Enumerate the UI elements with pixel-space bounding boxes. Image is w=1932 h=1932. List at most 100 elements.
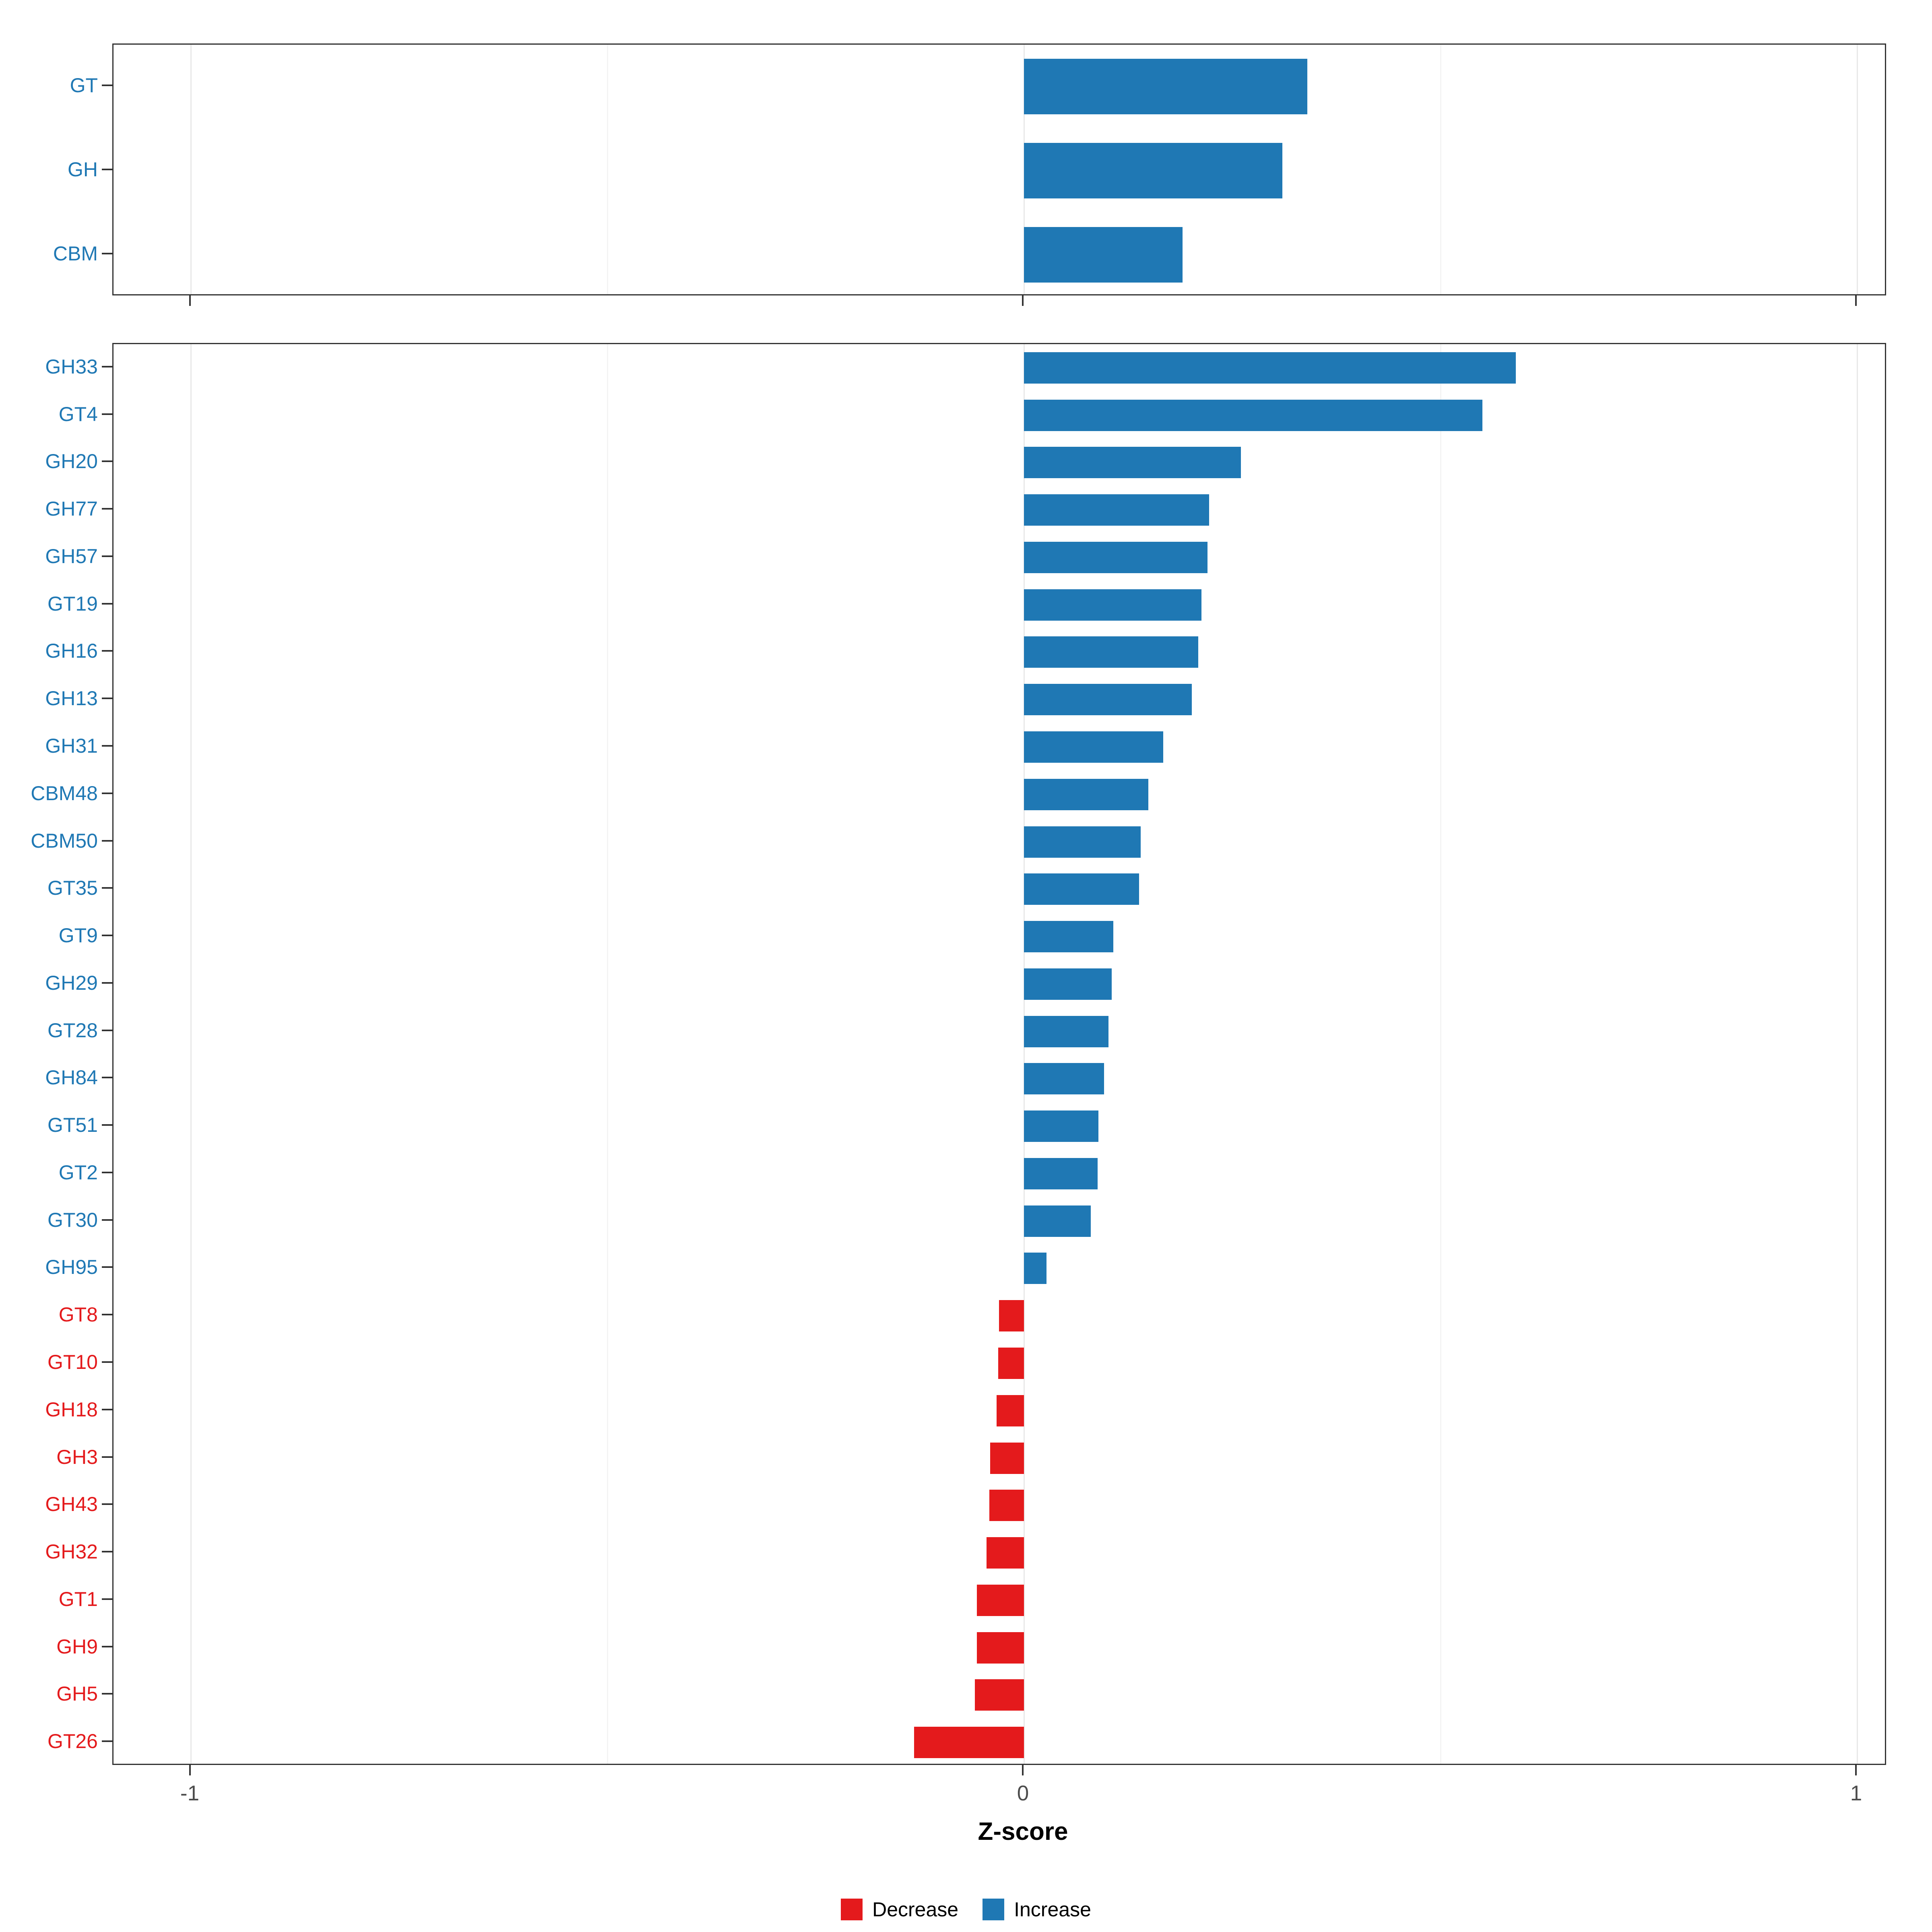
bar-GT8 bbox=[999, 1300, 1024, 1331]
category-tick bbox=[102, 1077, 112, 1078]
minor-gridline bbox=[607, 344, 608, 1764]
category-label-GT35: GT35 bbox=[47, 877, 98, 899]
bar-GT2 bbox=[1024, 1158, 1098, 1189]
bar-CBM48 bbox=[1024, 779, 1148, 810]
legend-label-decrease: Decrease bbox=[872, 1898, 959, 1921]
category-label-GH13: GH13 bbox=[45, 687, 98, 710]
legend-label-increase: Increase bbox=[1014, 1898, 1091, 1921]
category-label-GH57: GH57 bbox=[45, 545, 98, 568]
bar-GH84 bbox=[1024, 1063, 1104, 1094]
bar-GT9 bbox=[1024, 921, 1113, 952]
category-label-GT51: GT51 bbox=[47, 1114, 98, 1136]
category-tick bbox=[102, 887, 112, 889]
category-label-GH29: GH29 bbox=[45, 972, 98, 994]
bar-GH33 bbox=[1024, 352, 1516, 384]
category-label-GT2: GT2 bbox=[58, 1161, 98, 1184]
bar-GH43 bbox=[989, 1490, 1024, 1521]
category-tick bbox=[102, 982, 112, 984]
category-label-GH95: GH95 bbox=[45, 1256, 98, 1278]
increase-swatch-icon bbox=[983, 1899, 1005, 1920]
category-label-GH5: GH5 bbox=[56, 1682, 98, 1705]
major-gridline bbox=[1856, 344, 1858, 1764]
category-label-GH18: GH18 bbox=[45, 1398, 98, 1421]
category-tick bbox=[102, 1314, 112, 1315]
panel-enzyme-classes: GT GH CBM bbox=[0, 43, 1932, 306]
category-tick bbox=[102, 169, 112, 170]
category-label-GH84: GH84 bbox=[45, 1066, 98, 1089]
x-tick-label: -1 bbox=[180, 1781, 200, 1805]
bar-GT26 bbox=[914, 1727, 1024, 1758]
category-tick bbox=[102, 935, 112, 936]
category-tick bbox=[102, 1030, 112, 1031]
bar-GT bbox=[1024, 59, 1308, 114]
category-label-CBM50: CBM50 bbox=[31, 830, 98, 852]
category-tick bbox=[102, 1409, 112, 1410]
bar-GT35 bbox=[1024, 873, 1139, 905]
legend-item-decrease: Decrease bbox=[841, 1898, 958, 1921]
category-tick bbox=[102, 1361, 112, 1363]
panel-enzyme-families: GH33 GT4 GH20 GH77 GH57 GT19 GH16 GH13 GH31 CBM48… bbox=[0, 343, 1932, 1775]
category-tick bbox=[102, 793, 112, 794]
bar-GH bbox=[1024, 143, 1283, 198]
bar-GH16 bbox=[1024, 636, 1199, 668]
category-tick bbox=[102, 1266, 112, 1268]
minor-gridline bbox=[1440, 344, 1441, 1764]
category-tick bbox=[102, 1551, 112, 1552]
bar-GT4 bbox=[1024, 400, 1482, 431]
bar-GH77 bbox=[1024, 494, 1210, 526]
bar-GT10 bbox=[998, 1348, 1024, 1379]
category-label-GH43: GH43 bbox=[45, 1493, 98, 1515]
category-tick bbox=[102, 1693, 112, 1695]
category-label-GT10: GT10 bbox=[47, 1351, 98, 1373]
legend: Decrease Increase bbox=[0, 1898, 1932, 1921]
bar-GT19 bbox=[1024, 589, 1202, 621]
minor-gridline bbox=[1440, 45, 1441, 294]
category-tick bbox=[102, 1219, 112, 1221]
category-label-CBM: CBM bbox=[53, 242, 98, 265]
category-label-GT9: GT9 bbox=[58, 924, 98, 947]
category-tick bbox=[102, 745, 112, 747]
x-axis: -1 0 1 bbox=[0, 1765, 1932, 1845]
category-label-GT8: GT8 bbox=[58, 1303, 98, 1326]
category-tick bbox=[102, 366, 112, 367]
bar-GH29 bbox=[1024, 968, 1112, 1000]
bar-GH13 bbox=[1024, 684, 1192, 715]
category-tick bbox=[102, 1124, 112, 1126]
category-label-GH3: GH3 bbox=[56, 1446, 98, 1468]
major-gridline bbox=[1856, 45, 1858, 294]
category-label-GT30: GT30 bbox=[47, 1209, 98, 1231]
category-label-GH20: GH20 bbox=[45, 450, 98, 473]
x-tick-label: 1 bbox=[1850, 1781, 1862, 1805]
bar-GH20 bbox=[1024, 447, 1241, 478]
category-label-GH16: GH16 bbox=[45, 640, 98, 662]
plot-area bbox=[112, 343, 1886, 1765]
major-gridline bbox=[190, 344, 192, 1764]
decrease-swatch-icon bbox=[841, 1899, 863, 1920]
major-gridline bbox=[1023, 344, 1025, 1764]
x-tick-mark bbox=[189, 295, 191, 306]
category-tick bbox=[102, 603, 112, 605]
category-tick bbox=[102, 253, 112, 254]
category-tick bbox=[102, 1172, 112, 1173]
bar-GH32 bbox=[987, 1537, 1024, 1569]
bar-GT51 bbox=[1024, 1110, 1098, 1142]
legend-item-increase: Increase bbox=[983, 1898, 1091, 1921]
category-label-GH31: GH31 bbox=[45, 735, 98, 757]
category-tick bbox=[102, 840, 112, 842]
category-label-GT1: GT1 bbox=[58, 1588, 98, 1610]
category-tick bbox=[102, 1598, 112, 1600]
plot-area bbox=[112, 43, 1886, 295]
minor-gridline bbox=[607, 45, 608, 294]
category-tick bbox=[102, 1456, 112, 1458]
category-tick bbox=[102, 413, 112, 415]
category-label-GH77: GH77 bbox=[45, 497, 98, 520]
category-tick bbox=[102, 85, 112, 86]
category-tick bbox=[102, 508, 112, 510]
category-tick bbox=[102, 1740, 112, 1742]
x-tick-mark bbox=[1022, 295, 1024, 306]
category-label-GH9: GH9 bbox=[56, 1635, 98, 1658]
category-tick bbox=[102, 555, 112, 557]
category-label-GT: GT bbox=[70, 74, 98, 97]
category-label-GT26: GT26 bbox=[47, 1730, 98, 1752]
x-tick-mark bbox=[1855, 1765, 1857, 1775]
